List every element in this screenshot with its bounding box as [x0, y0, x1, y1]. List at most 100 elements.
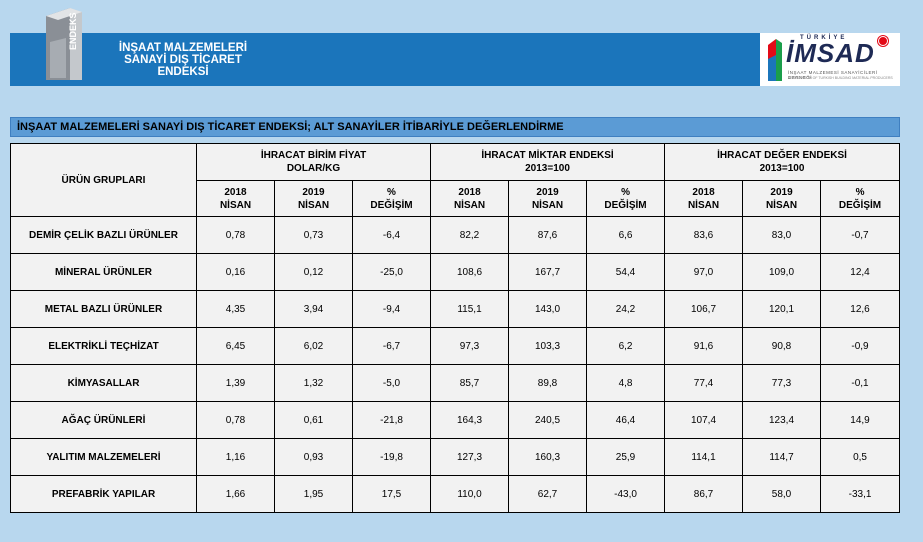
table-cell: 6,6 — [586, 216, 666, 254]
product-group-name: MİNERAL ÜRÜNLER — [10, 253, 197, 291]
header-banner: İNŞAAT MALZEMELERİ SANAYİ DIŞ TİCARET EN… — [10, 33, 760, 86]
table-cell: 89,8 — [508, 364, 588, 402]
table-cell: 103,3 — [508, 327, 588, 365]
subheader-line: 2018 — [692, 186, 715, 198]
product-group-header: ÜRÜN GRUPLARI — [10, 143, 197, 217]
table-cell: 97,0 — [664, 253, 744, 291]
table-cell: 120,1 — [742, 290, 822, 328]
table-cell: -0,7 — [820, 216, 901, 254]
subheader-line: % — [621, 186, 630, 198]
group-header-unit-price: İHRACAT BİRİM FİYAT DOLAR/KG — [195, 143, 432, 181]
turkish-flag-icon — [878, 36, 888, 46]
table-cell: 6,45 — [196, 327, 275, 365]
table-cell: 4,8 — [586, 364, 666, 402]
subheader-line: NİSAN — [297, 199, 330, 211]
subheader-cell: 2018 NİSAN — [196, 180, 275, 217]
table-cell: 115,1 — [430, 290, 510, 328]
table-body: DEMİR ÇELİK BAZLI ÜRÜNLER 0,78 0,73 -6,4 82,… — [10, 216, 901, 513]
subheader-line: DEĞİŞİM — [370, 199, 413, 211]
table-cell: -6,7 — [351, 327, 432, 365]
table-row: AĞAÇ ÜRÜNLERİ 0,78 0,61 -21,8 164,3 240,5 46,4… — [10, 401, 901, 439]
subheader-line: 2018 — [458, 186, 481, 198]
table-cell: -9,4 — [351, 290, 432, 328]
table-cell: 106,7 — [664, 290, 744, 328]
table-cell: 164,3 — [430, 401, 510, 439]
table-cell: 1,95 — [274, 475, 353, 513]
subheader-cell: 2018 NİSAN — [664, 180, 744, 217]
product-group-name: DEMİR ÇELİK BAZLI ÜRÜNLER — [10, 216, 197, 254]
group-header-unit: DOLAR/KG — [286, 163, 341, 174]
section-title: İNŞAAT MALZEMELERİ SANAYİ DIŞ TİCARET EN… — [17, 121, 564, 133]
subheader-line: NİSAN — [219, 199, 252, 211]
subheader-line: NİSAN — [531, 199, 564, 211]
group-header-unit: 2013=100 — [525, 163, 570, 174]
table-row: YALITIM MALZEMELERİ 1,16 0,93 -19,8 127,3 160… — [10, 438, 901, 476]
table-row: PREFABRİK YAPILAR 1,66 1,95 17,5 110,0 62,7 -4… — [10, 475, 901, 513]
subheader-line: DEĞİŞİM — [838, 199, 882, 211]
table-cell: -25,0 — [351, 253, 432, 291]
table-cell: 6,02 — [274, 327, 353, 365]
subheader-line: NİSAN — [453, 199, 486, 211]
table-cell: 0,73 — [274, 216, 353, 254]
product-group-name: ELEKTRİKLİ TEÇHİZAT — [10, 327, 197, 365]
subheader-cell: 2019 NİSAN — [508, 180, 588, 217]
table-cell: -33,1 — [820, 475, 901, 513]
subheader-row: 2018 NİSAN 2019 NİSAN% DEĞİŞİM 2018 NİSAN 2019 N… — [11, 180, 901, 217]
subheader-line: 2019 — [770, 186, 793, 198]
table-cell: 12,6 — [820, 290, 901, 328]
banner-title-line-2: SANAYİ DIŞ TİCARET — [124, 54, 242, 66]
table-row: MİNERAL ÜRÜNLER 0,16 0,12 -25,0 108,6 167,7 54… — [10, 253, 901, 291]
table-cell: 1,39 — [196, 364, 275, 402]
brand-subtitle: İNŞAAT MALZEMESİ SANAYİCİLERİ DERNEĞİ — [788, 70, 878, 80]
table-cell: 1,66 — [196, 475, 275, 513]
table-cell: 1,32 — [274, 364, 353, 402]
table-cell: 0,12 — [274, 253, 353, 291]
table-cell: 83,0 — [742, 216, 822, 254]
brand-tagline: ASSOCIATION OF TURKISH BUILDING MATERIAL… — [788, 76, 893, 80]
subheader-line: NİSAN — [687, 199, 720, 211]
brand-country: TÜRKİYE — [800, 35, 848, 41]
imsad-number-one-icon — [768, 39, 782, 81]
group-header-value-index: İHRACAT DEĞER ENDEKSİ 2013=100 — [664, 143, 901, 181]
banner-title-line-3: ENDEKSİ — [157, 66, 209, 78]
brand-name: İMSAD — [786, 38, 875, 68]
subheader-cell: % DEĞİŞİM — [820, 180, 901, 217]
group-header-unit: 2013=100 — [759, 163, 805, 174]
group-header-line: İHRACAT BİRİM FİYAT — [260, 150, 367, 161]
table-cell: 24,2 — [586, 290, 666, 328]
table-cell: 167,7 — [508, 253, 588, 291]
table-cell: 46,4 — [586, 401, 666, 439]
table-cell: 25,9 — [586, 438, 666, 476]
table-cell: 86,7 — [664, 475, 744, 513]
table-cell: 0,16 — [196, 253, 275, 291]
subheader-line: % — [387, 186, 396, 198]
table-cell: -5,0 — [351, 364, 432, 402]
subheader-cell: 2018 NİSAN — [430, 180, 510, 217]
product-group-name: PREFABRİK YAPILAR — [10, 475, 197, 513]
endeks-tower-logo: ENDEKS — [46, 8, 82, 80]
table-cell: 82,2 — [430, 216, 510, 254]
table-row: DEMİR ÇELİK BAZLI ÜRÜNLER 0,78 0,73 -6,4 82,… — [10, 216, 901, 254]
banner-title-line-1: İNŞAAT MALZEMELERİ — [118, 42, 248, 54]
trade-index-table: ÜRÜN GRUPLARI İHRACAT BİRİM FİYAT DOLAR/… — [10, 143, 901, 513]
tower-label: ENDEKS — [68, 12, 78, 50]
table-cell: 110,0 — [430, 475, 510, 513]
table-cell: 87,6 — [508, 216, 588, 254]
table-cell: 54,4 — [586, 253, 666, 291]
subheader-cell: 2019 NİSAN — [742, 180, 822, 217]
table-cell: 6,2 — [586, 327, 666, 365]
table-cell: 12,4 — [820, 253, 901, 291]
table-cell: 83,6 — [664, 216, 744, 254]
table-cell: -21,8 — [351, 401, 432, 439]
product-group-name: YALITIM MALZEMELERİ — [10, 438, 197, 476]
table-cell: 0,93 — [274, 438, 353, 476]
table-cell: 3,94 — [274, 290, 353, 328]
table-cell: 0,78 — [196, 216, 275, 254]
table-cell: 85,7 — [430, 364, 510, 402]
table-cell: 17,5 — [351, 475, 432, 513]
table-cell: 240,5 — [508, 401, 588, 439]
subheader-line: DEĞİŞİM — [604, 199, 647, 211]
subheader-line: 2019 — [302, 186, 325, 198]
imsad-logo: TÜRKİYE İMSAD İNŞAAT MALZEMESİ SANAYİCİL… — [760, 33, 900, 86]
section-title-bar: İNŞAAT MALZEMELERİ SANAYİ DIŞ TİCARET EN… — [10, 117, 900, 137]
